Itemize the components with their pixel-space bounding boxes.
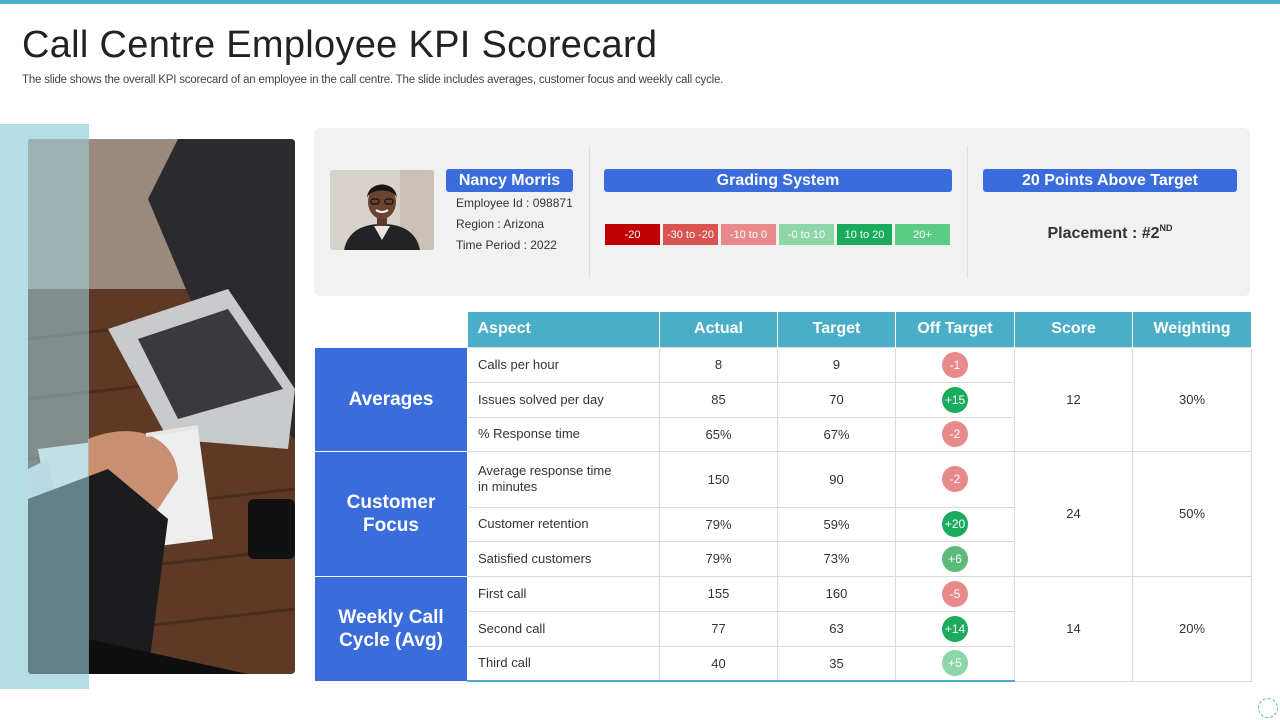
actual-cell: 85 [659, 381, 778, 418]
page-subtitle: The slide shows the overall KPI scorecar… [22, 74, 724, 86]
off-target-cell: +6 [895, 540, 1015, 577]
off-target-badge: -5 [942, 580, 968, 607]
panel-divider [589, 146, 590, 278]
header-actual: Actual [659, 312, 778, 347]
off-target-badge: -1 [942, 351, 968, 378]
points-above-target-badge: 20 Points Above Target [983, 169, 1237, 192]
group-label-cell: Weekly Call Cycle (Avg) [314, 575, 468, 682]
table-header-row: Aspect Actual Target Off Target Score We… [314, 312, 1252, 347]
target-cell: 73% [777, 540, 896, 577]
placement-suffix: ND [1159, 223, 1173, 233]
target-cell: 67% [777, 416, 896, 452]
aspect-cell: Average response time in minutes [467, 450, 660, 508]
aspect-cell: Customer retention [467, 506, 660, 542]
off-target-cell: -5 [895, 575, 1015, 612]
grade-chip: -30 to -20 [663, 224, 718, 245]
table-row: Third call 40 35 +5 [315, 645, 1252, 682]
off-target-cell: -2 [895, 450, 1015, 508]
header-blank-cell [314, 312, 468, 347]
header-target: Target [777, 312, 896, 347]
off-target-cell: -2 [895, 416, 1015, 452]
off-target-badge: +5 [942, 650, 968, 677]
off-target-badge: -2 [942, 421, 968, 447]
actual-cell: 8 [659, 346, 778, 383]
off-target-cell: +15 [895, 381, 1015, 418]
grade-chip: -0 to 10 [779, 224, 834, 245]
target-cell: 160 [777, 575, 896, 612]
weighting-cell: 30% [1132, 346, 1252, 452]
employee-time-period-text: Time Period : 2022 [456, 238, 557, 252]
header-weighting: Weighting [1132, 312, 1252, 347]
group-label: Weekly Call Cycle (Avg) [338, 606, 444, 651]
employee-region-text: Region : Arizona [456, 217, 545, 231]
off-target-badge: +6 [942, 545, 968, 572]
target-cell: 70 [777, 381, 896, 418]
grade-chip: -10 to 0 [721, 224, 776, 245]
off-target-badge: +14 [942, 615, 968, 642]
weighting-cell: 20% [1132, 575, 1252, 682]
actual-cell: 65% [659, 416, 778, 452]
table-row: Customer Focus Average response time in mi… [314, 450, 1252, 577]
score-cell: 14 [1014, 575, 1133, 682]
placement-text: Placement : #2ND [983, 223, 1237, 243]
target-cell: 35 [777, 645, 896, 682]
off-target-cell: +5 [895, 645, 1015, 682]
panel-divider [967, 146, 968, 278]
table-body: Averages Calls per hour 8 9 -1 12 30% Issues so… [314, 346, 1252, 682]
table-row: Averages Calls per hour 8 9 -1 12 30% [314, 346, 1252, 452]
workspace-photo [28, 139, 295, 674]
table-row: Weekly Call Cycle (Avg) First call 155 160 -5… [314, 575, 1252, 682]
actual-cell: 79% [659, 540, 778, 577]
kpi-scorecard-table: Aspect Actual Target Off Target Score We… [314, 312, 1252, 682]
employee-name-badge: Nancy Morris [446, 169, 573, 192]
table-row: Second call 77 63 +14 [315, 610, 1252, 647]
employee-avatar-image [330, 170, 434, 250]
grading-scale: -20 -30 to -20 -10 to 0 -0 to 10 10 to 20 20+ [605, 224, 950, 245]
off-target-badge: +20 [942, 511, 968, 537]
actual-cell: 79% [659, 506, 778, 542]
group-label-cell: Customer Focus [314, 450, 468, 577]
aspect-cell: Third call [467, 645, 660, 682]
header-off-target: Off Target [895, 312, 1015, 347]
group-label: Averages [348, 388, 434, 410]
target-cell: 63 [777, 610, 896, 647]
top-accent-bar [0, 0, 1280, 4]
off-target-cell: +14 [895, 610, 1015, 647]
employee-avatar [330, 170, 434, 250]
score-cell: 24 [1014, 450, 1133, 577]
employee-profile-panel: Nancy Morris Employee Id : 098871 Region… [314, 128, 1250, 296]
grade-chip: 20+ [895, 224, 950, 245]
actual-cell: 150 [659, 450, 778, 508]
off-target-cell: +20 [895, 506, 1015, 542]
photo-tint-overlay [28, 139, 89, 674]
actual-cell: 155 [659, 575, 778, 612]
score-cell: 12 [1014, 346, 1133, 452]
aspect-cell: Second call [467, 610, 660, 647]
grading-system-badge: Grading System [604, 169, 952, 192]
page-title: Call Centre Employee KPI Scorecard [22, 24, 658, 66]
aspect-cell: First call [467, 575, 660, 612]
aspect-cell: Satisfied customers [467, 540, 660, 577]
placement-label: Placement : #2 [1047, 225, 1160, 242]
off-target-badge: -2 [942, 466, 968, 492]
aspect-cell: Issues solved per day [467, 381, 660, 418]
grade-chip: 10 to 20 [837, 224, 892, 245]
header-score: Score [1014, 312, 1133, 347]
grade-chip: -20 [605, 224, 660, 245]
actual-cell: 77 [659, 610, 778, 647]
aspect-cell: Calls per hour [467, 346, 660, 383]
target-cell: 59% [777, 506, 896, 542]
actual-cell: 40 [659, 645, 778, 682]
employee-id-text: Employee Id : 098871 [456, 196, 573, 210]
off-target-cell: -1 [895, 346, 1015, 383]
target-cell: 90 [777, 450, 896, 508]
weighting-cell: 50% [1132, 450, 1252, 577]
target-cell: 9 [777, 346, 896, 383]
header-aspect: Aspect [467, 312, 660, 347]
aspect-cell: % Response time [467, 416, 660, 452]
group-label: Customer Focus [346, 491, 436, 536]
slide-corner-mark [1258, 698, 1278, 718]
off-target-badge: +15 [942, 386, 968, 413]
group-label-cell: Averages [314, 346, 468, 452]
